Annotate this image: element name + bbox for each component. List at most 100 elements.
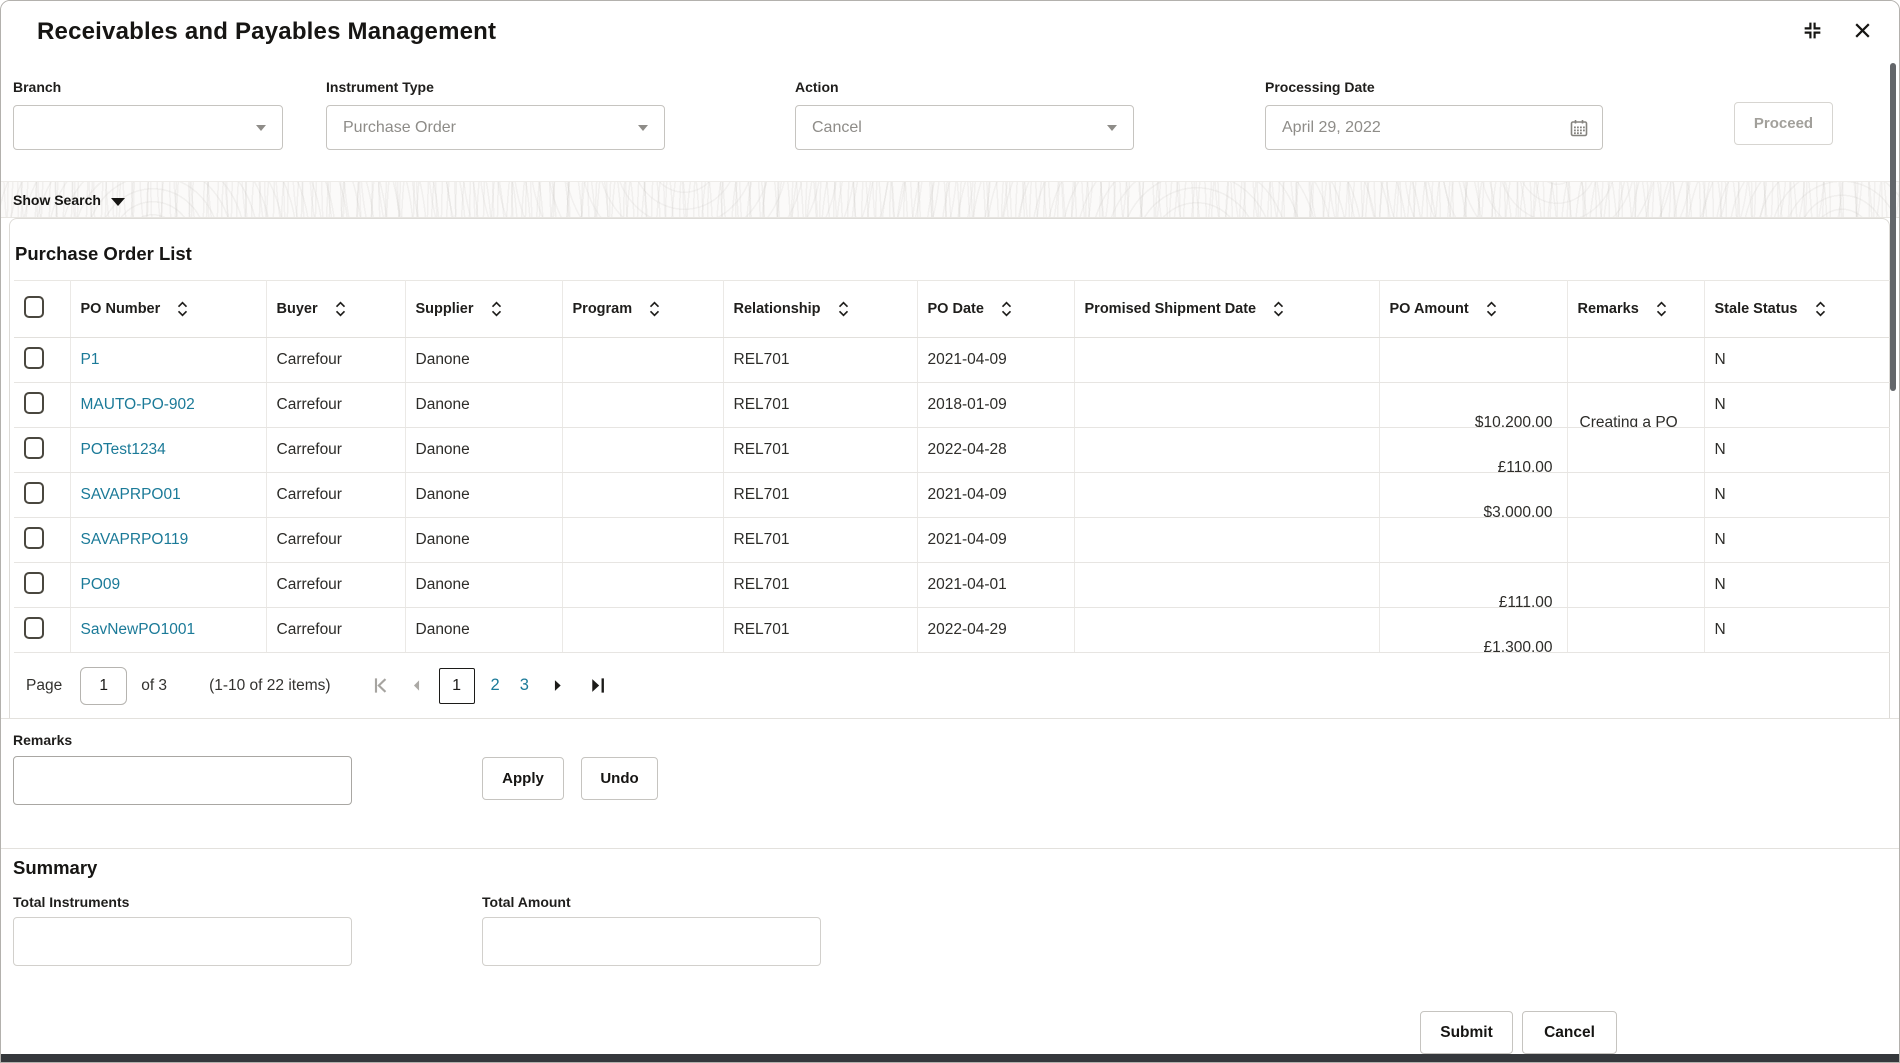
page-button-1[interactable]: 1 xyxy=(438,667,475,704)
buyer-cell: Carrefour xyxy=(266,382,406,428)
promised-shipment-date-cell xyxy=(1074,472,1380,518)
remarks-cell xyxy=(1567,607,1705,653)
row-checkbox[interactable] xyxy=(24,481,44,504)
table-row: SavNewPO1001 Carrefour Danone REL701 2022-04… xyxy=(14,607,1890,653)
total-amount-input[interactable] xyxy=(482,917,821,966)
remarks-label: Remarks xyxy=(13,732,73,748)
total-amount-label: Total Amount xyxy=(482,894,571,910)
remarks-cell xyxy=(1567,562,1705,608)
po-date-cell: 2021-04-09 xyxy=(917,517,1075,563)
buyer-cell: Carrefour xyxy=(266,517,406,563)
sort-icon xyxy=(1274,301,1284,317)
sort-icon xyxy=(1486,301,1496,317)
action-select[interactable]: Cancel xyxy=(795,105,1134,150)
po-number-link[interactable]: SavNewPO1001 xyxy=(80,621,196,638)
relationship-cell: REL701 xyxy=(723,517,918,563)
po-number-link[interactable]: SAVAPRPO119 xyxy=(80,531,189,548)
show-search-toggle[interactable]: Show Search xyxy=(13,192,125,208)
po-number-link[interactable]: P1 xyxy=(80,351,100,368)
column-header-po_amount[interactable]: PO Amount xyxy=(1379,280,1568,338)
po-date-cell: 2022-04-28 xyxy=(917,427,1075,473)
page-button-3[interactable]: 3 xyxy=(519,676,529,694)
column-header-supplier[interactable]: Supplier xyxy=(405,280,563,338)
action-field: Action Cancel xyxy=(795,79,1134,150)
chevron-down-icon xyxy=(1107,124,1117,131)
show-search-label: Show Search xyxy=(13,191,101,208)
close-icon[interactable] xyxy=(1852,20,1873,41)
sort-icon xyxy=(1815,301,1825,317)
supplier-cell: Danone xyxy=(405,427,563,473)
promised-shipment-date-cell xyxy=(1074,562,1380,608)
processing-date-input[interactable]: April 29, 2022 xyxy=(1265,105,1603,150)
table-header-row: PO Number Buyer Supplier Program Relationshi… xyxy=(14,280,1890,338)
remarks-cell: Creating a PO xyxy=(1567,382,1705,428)
total-instruments-label: Total Instruments xyxy=(13,894,130,910)
total-instruments-input[interactable] xyxy=(13,917,352,966)
row-checkbox[interactable] xyxy=(24,391,44,414)
table-row: PO09 Carrefour Danone REL701 2021-04-01 £111.… xyxy=(14,562,1890,608)
proceed-button[interactable]: Proceed xyxy=(1734,102,1833,145)
row-checkbox[interactable] xyxy=(24,346,44,369)
vertical-scrollbar-thumb[interactable] xyxy=(1890,63,1896,391)
column-header-relationship[interactable]: Relationship xyxy=(723,280,918,338)
calendar-icon[interactable] xyxy=(1568,117,1590,139)
remarks-cell xyxy=(1567,427,1705,473)
po-number-link[interactable]: SAVAPRPO01 xyxy=(80,486,181,503)
page-label: Page xyxy=(26,676,63,694)
remarks-input[interactable] xyxy=(13,756,352,805)
first-page-icon[interactable] xyxy=(371,676,390,695)
row-checkbox[interactable] xyxy=(24,436,44,459)
column-header-promised_shipment_date[interactable]: Promised Shipment Date xyxy=(1074,280,1380,338)
page-input[interactable] xyxy=(80,666,128,705)
chevron-down-icon xyxy=(638,124,648,131)
next-page-icon[interactable] xyxy=(549,677,566,694)
submit-button[interactable]: Submit xyxy=(1420,1011,1513,1054)
po-amount-cell: £110.00 xyxy=(1379,427,1568,473)
promised-shipment-date-cell xyxy=(1074,427,1380,473)
program-cell xyxy=(562,607,724,653)
purchase-order-list-card: Purchase Order List PO Number Buyer Suppli… xyxy=(9,218,1890,719)
branch-label: Branch xyxy=(13,79,62,95)
supplier-cell: Danone xyxy=(405,562,563,608)
po-number-link[interactable]: POTest1234 xyxy=(80,441,166,458)
select-all-checkbox[interactable] xyxy=(24,296,44,318)
po-amount-cell xyxy=(1379,337,1568,383)
po-amount-cell: $10,200.00 xyxy=(1379,382,1568,428)
page-button-2[interactable]: 2 xyxy=(490,676,500,694)
apply-button[interactable]: Apply xyxy=(482,757,564,800)
collapse-icon[interactable] xyxy=(1801,19,1824,42)
program-cell xyxy=(562,472,724,518)
row-checkbox[interactable] xyxy=(24,526,44,549)
last-page-icon[interactable] xyxy=(588,676,607,695)
column-header-stale_status[interactable]: Stale Status xyxy=(1704,280,1890,338)
previous-page-icon[interactable] xyxy=(408,677,425,694)
po-date-cell: 2021-04-01 xyxy=(917,562,1075,608)
column-header-remarks[interactable]: Remarks xyxy=(1567,280,1705,338)
supplier-cell: Danone xyxy=(405,337,563,383)
buyer-cell: Carrefour xyxy=(266,607,406,653)
po-number-link[interactable]: MAUTO-PO-902 xyxy=(80,396,195,413)
sort-icon xyxy=(335,301,345,317)
row-checkbox[interactable] xyxy=(24,616,44,639)
row-checkbox[interactable] xyxy=(24,571,44,594)
column-header-program[interactable]: Program xyxy=(562,280,724,338)
column-header-buyer[interactable]: Buyer xyxy=(266,280,406,338)
program-cell xyxy=(562,337,724,383)
po-number-link[interactable]: PO09 xyxy=(80,576,121,593)
supplier-cell: Danone xyxy=(405,517,563,563)
column-header-po_number[interactable]: PO Number xyxy=(70,280,267,338)
branch-select[interactable] xyxy=(13,105,283,150)
sort-icon xyxy=(491,301,501,317)
po-date-cell: 2021-04-09 xyxy=(917,472,1075,518)
processing-date-label: Processing Date xyxy=(1265,79,1375,95)
pagination-bar: Page of 3 (1-10 of 22 items) 12 3 xyxy=(14,652,1886,719)
undo-button[interactable]: Undo xyxy=(581,757,658,800)
cancel-button[interactable]: Cancel xyxy=(1522,1011,1617,1054)
supplier-cell: Danone xyxy=(405,382,563,428)
instrument-type-select[interactable]: Purchase Order xyxy=(326,105,665,150)
column-header-po_date[interactable]: PO Date xyxy=(917,280,1075,338)
select-all-cell xyxy=(14,280,71,338)
remarks-cell xyxy=(1567,517,1705,563)
